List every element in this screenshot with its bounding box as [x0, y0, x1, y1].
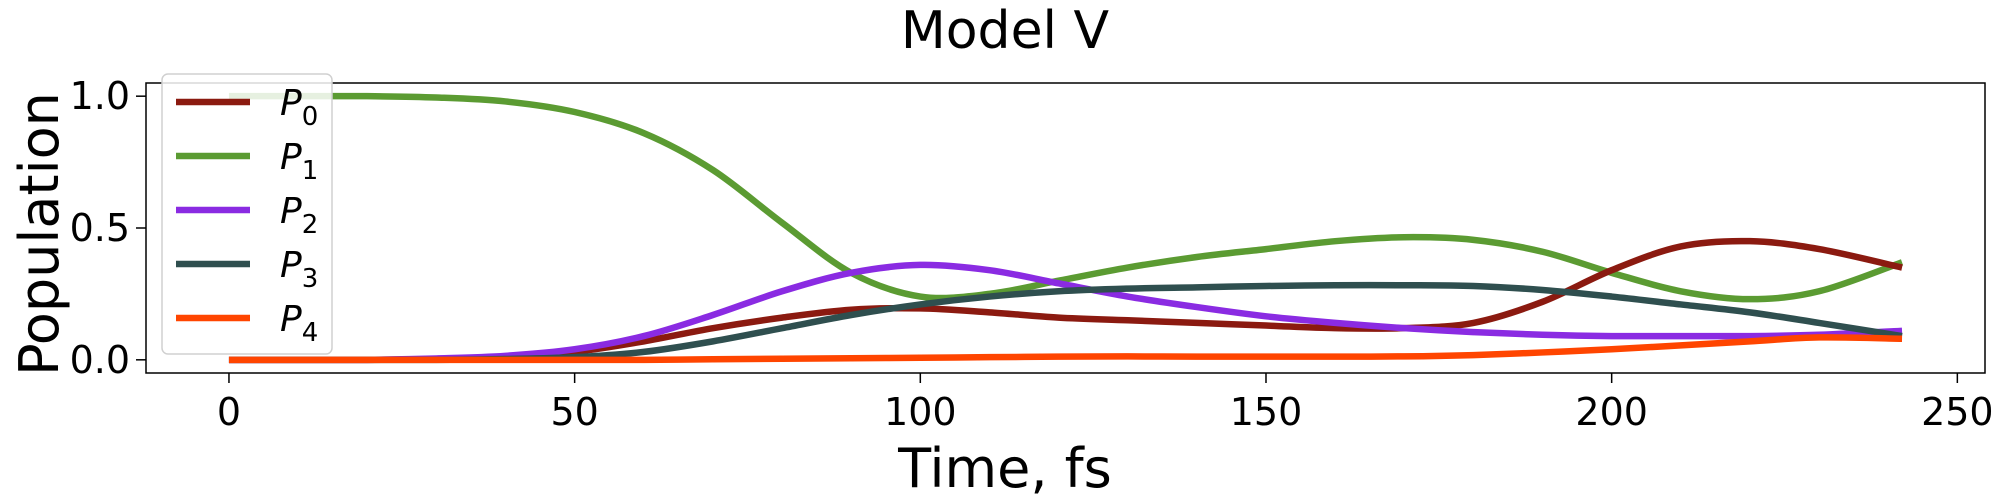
legend-box: [161, 73, 333, 355]
series-line-p1: [228, 92, 1904, 303]
y-axis: 0.0 0.5 1.0: [70, 74, 146, 382]
series-line-p4: [228, 334, 1903, 364]
y-tick-label: 1.0: [70, 74, 130, 118]
series-layer: [228, 92, 1904, 364]
y-tick-label: 0.0: [70, 338, 130, 382]
x-tick-label: 50: [550, 390, 598, 434]
x-tick-label: 250: [1921, 390, 1994, 434]
x-tick-label: 150: [1230, 390, 1303, 434]
y-tick-label: 0.5: [70, 206, 130, 250]
legend-label-p0: P0: [280, 83, 318, 132]
plot-frame: [145, 82, 1986, 374]
x-axis-label: Time, fs: [897, 437, 1112, 500]
x-tick-label: 200: [1575, 390, 1648, 434]
chart-title: Model V: [901, 1, 1110, 61]
x-tick-label: 0: [217, 390, 241, 434]
x-tick-label: 100: [884, 390, 957, 434]
x-axis: 0 50 100 150 200 250: [217, 373, 1994, 434]
y-axis-label: Population: [8, 92, 71, 376]
